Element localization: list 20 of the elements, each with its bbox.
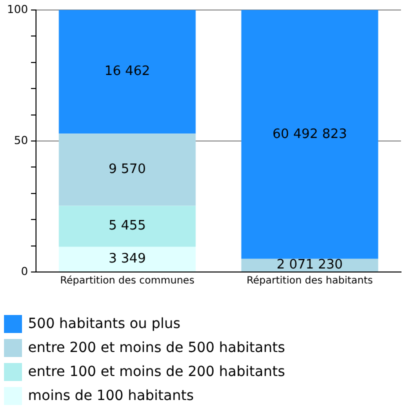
annotation: 9 570 [108, 162, 146, 178]
x-tick-label: Répartition des habitants [246, 276, 373, 287]
bar [241, 10, 378, 259]
legend-label: moins de 100 habitants [28, 388, 194, 404]
legend-label: entre 100 et moins de 200 habitants [28, 364, 285, 380]
bar [58, 246, 196, 272]
y-tick-label: 50 [14, 134, 28, 147]
annotation: 2 071 230 [276, 258, 343, 273]
y-tick-label: 0 [20, 264, 28, 278]
bar [58, 206, 196, 247]
annotation: 3 349 [108, 252, 146, 267]
annotation: 16 462 [104, 64, 150, 80]
x-tick-label: Répartition des communes [60, 276, 194, 287]
y-tick-label: 100 [6, 2, 28, 16]
annotation: 5 455 [108, 218, 146, 234]
annotation: 60 492 823 [272, 126, 347, 142]
legend-label: 500 habitants ou plus [28, 316, 180, 332]
legend-label: entre 200 et moins de 500 habitants [28, 340, 285, 356]
bar [58, 10, 196, 134]
bar [58, 134, 196, 206]
